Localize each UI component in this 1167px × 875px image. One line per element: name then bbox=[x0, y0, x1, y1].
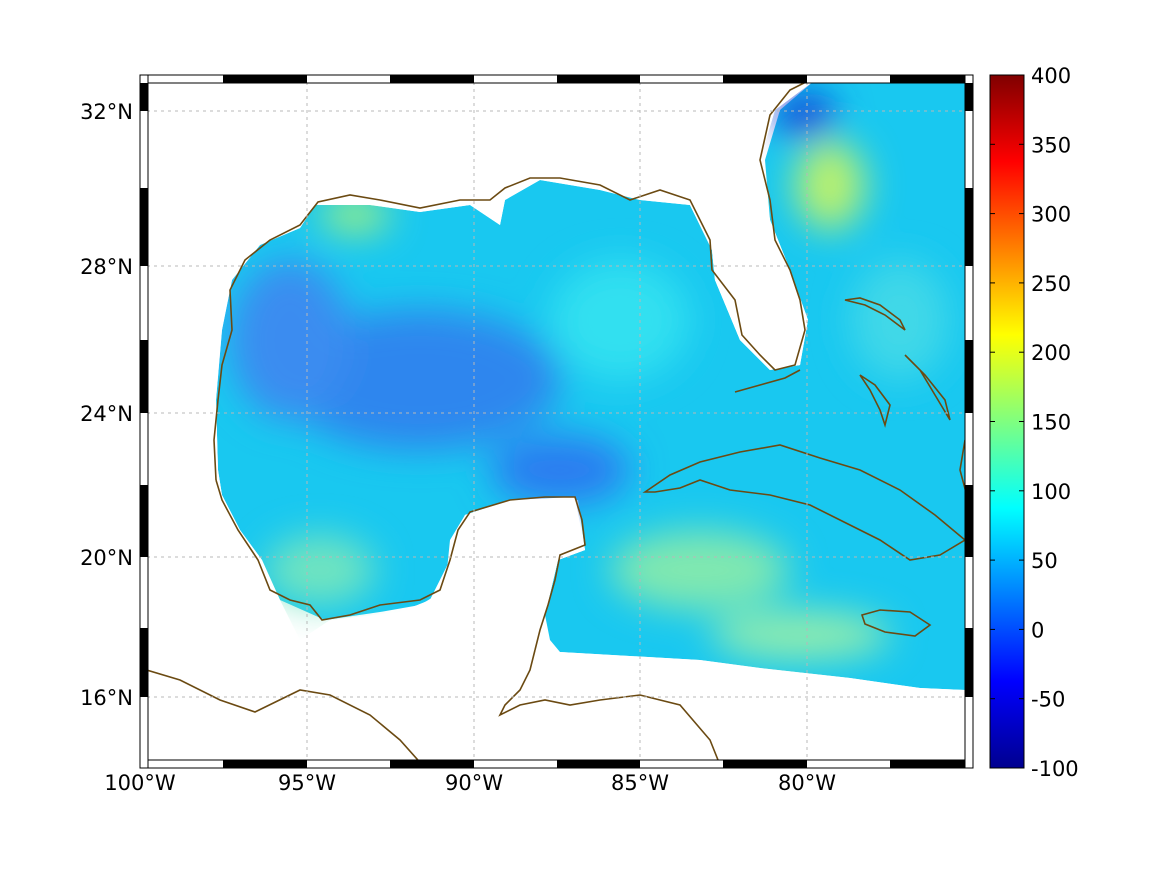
lon-tick-label: 100°W bbox=[104, 771, 176, 795]
lat-tick-label: 24°N bbox=[80, 402, 133, 426]
colorbar-tick-label: 150 bbox=[1031, 411, 1071, 435]
frame-left-seg bbox=[140, 485, 148, 557]
lon-tick-label: 95°W bbox=[278, 771, 336, 795]
lon-tick-labels: 100°W 95°W 90°W 85°W 80°W bbox=[104, 771, 836, 795]
lon-tick-label: 85°W bbox=[611, 771, 669, 795]
north-land-mask bbox=[140, 75, 973, 768]
colorbar-ticks: 400 350 300 250 200 150 100 50 0 -50 -100 bbox=[990, 64, 1079, 781]
colorbar-tick-label: 400 bbox=[1031, 64, 1071, 88]
coastline-bahamas-2 bbox=[859, 374, 891, 428]
colorbar-tick-label: 200 bbox=[1031, 341, 1071, 365]
coastline-bahamas-1 bbox=[844, 297, 906, 331]
frame-right-seg bbox=[965, 340, 973, 413]
coastline-mexico-gulf bbox=[215, 479, 586, 651]
frame-right-seg bbox=[965, 188, 973, 266]
coastline-florida-keys bbox=[734, 369, 801, 393]
green-blotch-north-coast bbox=[320, 197, 390, 233]
frame-top-seg bbox=[723, 75, 807, 83]
frame-top-seg bbox=[557, 75, 640, 83]
blue-blotch-western-gulf bbox=[230, 260, 350, 420]
frame-left-seg bbox=[140, 340, 148, 413]
map-frame bbox=[139, 74, 974, 769]
lon-tick-label: 80°W bbox=[778, 771, 836, 795]
green-blotch-sw-gulf bbox=[265, 535, 375, 605]
colorbar-tick-label: -50 bbox=[1031, 688, 1065, 712]
colorbar-tick-label: 50 bbox=[1031, 549, 1058, 573]
colorbar-tick-label: 100 bbox=[1031, 480, 1071, 504]
frame-right-seg bbox=[965, 628, 973, 697]
colorbar-tick-label: 0 bbox=[1031, 618, 1044, 642]
lat-tick-label: 20°N bbox=[80, 546, 133, 570]
colorbar-tick-label: 300 bbox=[1031, 203, 1071, 227]
coastline-cuba bbox=[642, 444, 967, 561]
frame-top-seg bbox=[390, 75, 474, 83]
green-blotch-atlantic bbox=[795, 140, 865, 230]
grid bbox=[140, 75, 973, 768]
lon-tick-label: 90°W bbox=[445, 771, 503, 795]
colorbar-tick-label: -100 bbox=[1031, 757, 1079, 781]
south-land-mask bbox=[520, 650, 973, 768]
coastline-bahamas-3 bbox=[904, 354, 951, 421]
frame-bottom-seg bbox=[223, 760, 307, 768]
coastline-pacific bbox=[140, 667, 426, 768]
frame-left-seg bbox=[140, 83, 148, 111]
cyan-blotch-east-gulf bbox=[550, 260, 690, 380]
green-blotch-south-caribbean bbox=[710, 610, 890, 660]
frame-top-seg bbox=[223, 75, 307, 83]
frame-left-seg bbox=[140, 188, 148, 266]
coastline-central-america bbox=[498, 649, 721, 766]
coastline-us-gulf bbox=[213, 75, 821, 481]
frame-outline bbox=[139, 74, 974, 769]
colorbar-tick-label: 350 bbox=[1031, 133, 1071, 157]
yucatan-land-mask bbox=[300, 497, 585, 768]
frame-bottom-seg bbox=[723, 760, 807, 768]
colorbar-gradient bbox=[989, 74, 1025, 769]
lat-tick-label: 28°N bbox=[80, 255, 133, 279]
frame-bottom-seg bbox=[390, 760, 474, 768]
data-field bbox=[140, 75, 973, 768]
lat-tick-labels: 32°N 28°N 24°N 20°N 16°N bbox=[80, 100, 133, 710]
blue-blotch-central-gulf bbox=[280, 310, 560, 450]
blue-blotch-yucatan-channel bbox=[490, 435, 630, 505]
frame-left-seg bbox=[140, 628, 148, 697]
green-blotch-caribbean bbox=[610, 530, 790, 610]
coastline-jamaica bbox=[860, 609, 932, 637]
gulf-field bbox=[216, 80, 965, 690]
blue-blotch-north-atlantic bbox=[775, 93, 835, 137]
colorbar-tick-label: 250 bbox=[1031, 272, 1071, 296]
lat-tick-label: 32°N bbox=[80, 100, 133, 124]
frame-right-seg bbox=[965, 83, 973, 111]
frame-bottom-seg bbox=[557, 760, 640, 768]
lat-tick-label: 16°N bbox=[80, 686, 133, 710]
frame-top-seg bbox=[890, 75, 965, 83]
colorbar: 400 350 300 250 200 150 100 50 0 -50 -100 bbox=[989, 64, 1079, 781]
coastlines bbox=[140, 75, 969, 768]
frame-right-seg bbox=[965, 485, 973, 557]
frame-bottom-seg bbox=[890, 760, 965, 768]
